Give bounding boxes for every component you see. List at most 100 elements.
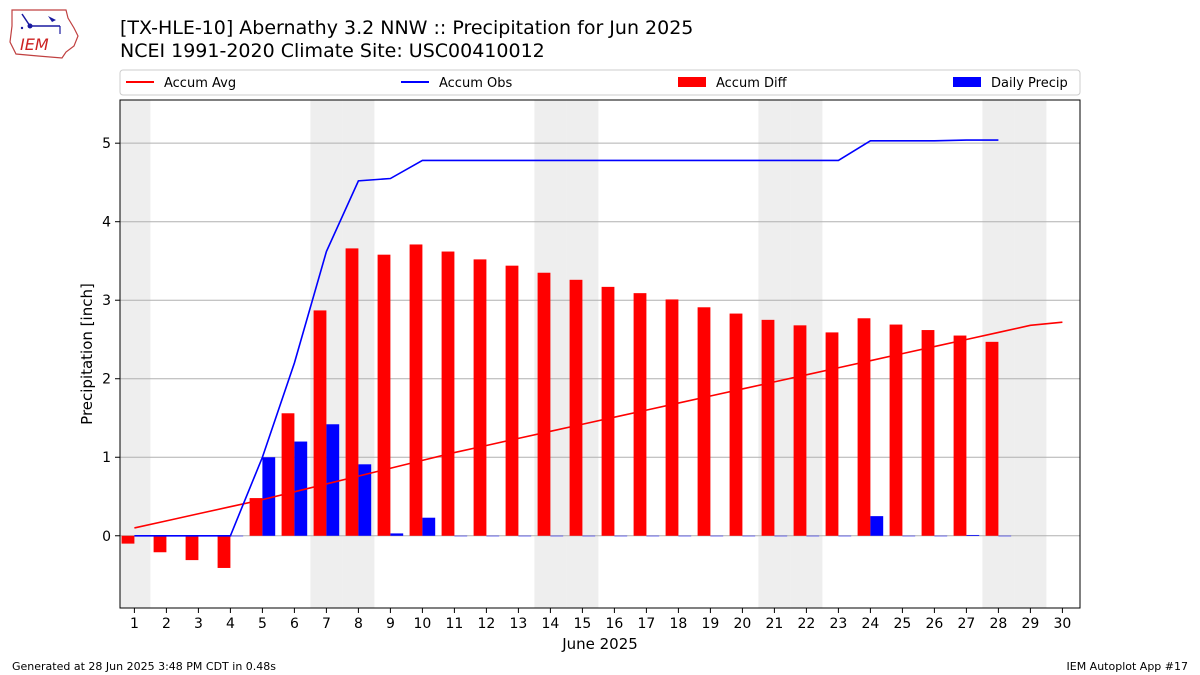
daily-precip-bar <box>902 535 916 537</box>
generated-timestamp: Generated at 28 Jun 2025 3:48 PM CDT in … <box>12 660 277 673</box>
x-tick-label: 15 <box>573 616 591 632</box>
x-tick-label: 18 <box>669 616 687 632</box>
daily-precip-bar <box>454 535 468 537</box>
legend-label: Accum Avg <box>164 76 236 91</box>
x-tick-label: 12 <box>477 616 495 632</box>
x-tick-label: 5 <box>258 616 267 632</box>
accum-diff-bar <box>793 325 807 536</box>
x-tick-label: 3 <box>194 616 203 632</box>
legend-label: Accum Diff <box>716 76 788 91</box>
daily-precip-bar <box>422 517 436 536</box>
daily-precip-bar <box>294 441 308 536</box>
x-tick-label: 19 <box>701 616 719 632</box>
x-tick-label: 17 <box>637 616 655 632</box>
legend-label: Accum Obs <box>439 76 512 91</box>
x-tick-label: 16 <box>605 616 623 632</box>
x-tick-label: 6 <box>290 616 299 632</box>
x-tick-label: 23 <box>829 616 847 632</box>
x-tick-label: 7 <box>322 616 331 632</box>
daily-precip-bar <box>742 535 756 537</box>
daily-precip-bar <box>934 535 948 537</box>
accum-diff-bar <box>729 313 743 536</box>
x-tick-label: 2 <box>162 616 171 632</box>
y-tick-label: 1 <box>102 450 111 466</box>
daily-precip-bar <box>550 535 564 537</box>
y-tick-label: 3 <box>102 293 111 309</box>
daily-precip-bar <box>678 535 692 537</box>
weekend-shade <box>1014 100 1047 608</box>
daily-precip-bar <box>838 535 852 537</box>
x-tick-label: 27 <box>957 616 975 632</box>
accum-diff-bar <box>921 330 935 536</box>
y-tick-label: 0 <box>102 529 111 545</box>
weekend-shade <box>120 100 151 608</box>
accum-diff-bar <box>697 307 711 536</box>
app-label: IEM Autoplot App #17 <box>1066 660 1189 673</box>
x-tick-label: 14 <box>541 616 559 632</box>
accum-diff-bar <box>537 272 551 536</box>
daily-precip-bar <box>486 535 500 537</box>
accum-diff-bar <box>441 251 455 536</box>
daily-precip-bar <box>518 535 532 537</box>
logo-text: IEM <box>20 35 49 54</box>
accum-diff-bar <box>281 413 295 536</box>
daily-precip-bar <box>230 535 244 537</box>
x-tick-label: 4 <box>226 616 235 632</box>
chart-title: [TX-HLE-10] Abernathy 3.2 NNW :: Precipi… <box>120 17 694 39</box>
accum-diff-bar <box>601 286 615 536</box>
y-tick-label: 5 <box>102 136 111 152</box>
legend-bar-swatch <box>953 77 981 87</box>
accum-diff-bar <box>857 318 871 536</box>
x-tick-label: 10 <box>413 616 431 632</box>
accum-diff-bar <box>345 248 359 536</box>
accum-diff-bar <box>889 324 903 536</box>
daily-precip-bar <box>966 534 980 536</box>
daily-precip-bar <box>646 535 660 537</box>
x-tick-label: 9 <box>386 616 395 632</box>
y-axis-label: Precipitation [inch] <box>78 283 96 425</box>
chart-subtitle: NCEI 1991-2020 Climate Site: USC00410012 <box>120 40 545 62</box>
x-tick-label: 20 <box>733 616 751 632</box>
daily-precip-bar <box>870 516 884 536</box>
daily-precip-bar <box>806 535 820 537</box>
daily-precip-bar <box>326 424 340 536</box>
x-tick-label: 13 <box>509 616 527 632</box>
accum-diff-bar <box>121 535 135 544</box>
daily-precip-bar <box>582 535 596 537</box>
accum-diff-bar <box>409 244 423 536</box>
y-tick-label: 4 <box>102 215 111 231</box>
x-tick-label: 11 <box>445 616 463 632</box>
x-tick-label: 24 <box>861 616 879 632</box>
accum-diff-bar <box>153 535 167 553</box>
x-tick-label: 30 <box>1053 616 1071 632</box>
accum-diff-bar <box>665 299 679 536</box>
x-tick-label: 8 <box>354 616 363 632</box>
accum-diff-bar <box>185 535 199 561</box>
plot-frame <box>119 99 1081 609</box>
daily-precip-bar <box>614 535 628 537</box>
daily-precip-bar <box>710 535 724 537</box>
x-axis-label: June 2025 <box>561 635 638 653</box>
accum-diff-bar <box>505 265 519 536</box>
accum-obs-line <box>134 139 999 537</box>
legend: Accum Avg Accum Obs Accum Diff Daily Precip <box>119 69 1081 96</box>
x-tick-label: 1 <box>130 616 139 632</box>
x-tick-label: 29 <box>1021 616 1039 632</box>
accum-diff-bar <box>761 319 775 536</box>
daily-precip-bar <box>774 535 788 537</box>
x-tick-label: 22 <box>797 616 815 632</box>
x-tick-label: 28 <box>989 616 1007 632</box>
daily-precip-bar <box>998 535 1012 537</box>
iem-logo: IEM <box>9 9 79 59</box>
legend-label: Daily Precip <box>991 76 1068 91</box>
daily-precip-bar <box>390 533 404 536</box>
legend-box <box>119 69 1081 96</box>
daily-precip-bar <box>262 457 276 536</box>
x-tick-label: 25 <box>893 616 911 632</box>
x-tick-label: 26 <box>925 616 943 632</box>
accum-diff-bar <box>953 335 967 536</box>
accum-diff-bar <box>249 498 263 536</box>
daily-precip-bar <box>358 464 372 536</box>
accum-avg-line <box>134 321 1063 529</box>
